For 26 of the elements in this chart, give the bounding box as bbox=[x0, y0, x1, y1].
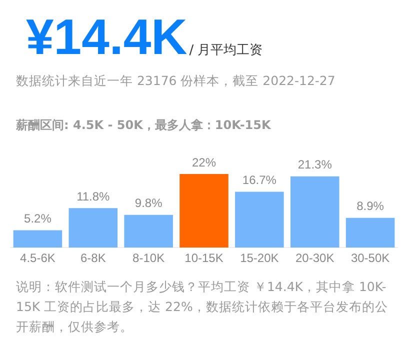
x-tick-label: 15-20K bbox=[240, 251, 279, 266]
x-tick-label: 20-30K bbox=[296, 251, 334, 266]
x-tick-label: 6-8K bbox=[80, 251, 106, 266]
data-label: 22% bbox=[192, 155, 216, 170]
text: 说明：软件测试一个月多少钱？平均工资 ￥14.4K，其中拿 10K-15K 工资的占比最多，达 22%，数据统计依赖于各平台发布的公开薪酬，仅供参考。 bbox=[16, 278, 389, 336]
chart-subtitle: / 月平均工资 bbox=[189, 43, 263, 58]
data-label: 9.8% bbox=[134, 196, 163, 210]
text: 数据统计来自近一年 23176 份样本，截至 2022-12-27 bbox=[16, 73, 336, 90]
bar bbox=[13, 230, 62, 248]
bar bbox=[235, 192, 284, 248]
bar bbox=[290, 176, 340, 248]
bar bbox=[124, 214, 173, 248]
data-label: 16.7% bbox=[242, 173, 277, 188]
data-label: 5.2% bbox=[24, 212, 52, 226]
bar bbox=[180, 174, 228, 248]
bar bbox=[68, 208, 118, 248]
x-tick-label: 30-50K bbox=[350, 251, 390, 266]
x-tick-label: 8-10K bbox=[132, 251, 165, 266]
data-label: 11.8% bbox=[76, 189, 110, 204]
data-label: 21.3% bbox=[298, 158, 332, 172]
x-tick-label: 10-15K bbox=[184, 251, 224, 266]
chart-title: ¥14.4K bbox=[26, 9, 188, 65]
x-tick-label: 4.5-6K bbox=[20, 251, 56, 266]
text: 薪酬区间: 4.5K - 50K，最多人拿：10K-15K bbox=[16, 117, 271, 134]
data-label: 8.9% bbox=[356, 199, 384, 214]
bar bbox=[346, 218, 395, 248]
